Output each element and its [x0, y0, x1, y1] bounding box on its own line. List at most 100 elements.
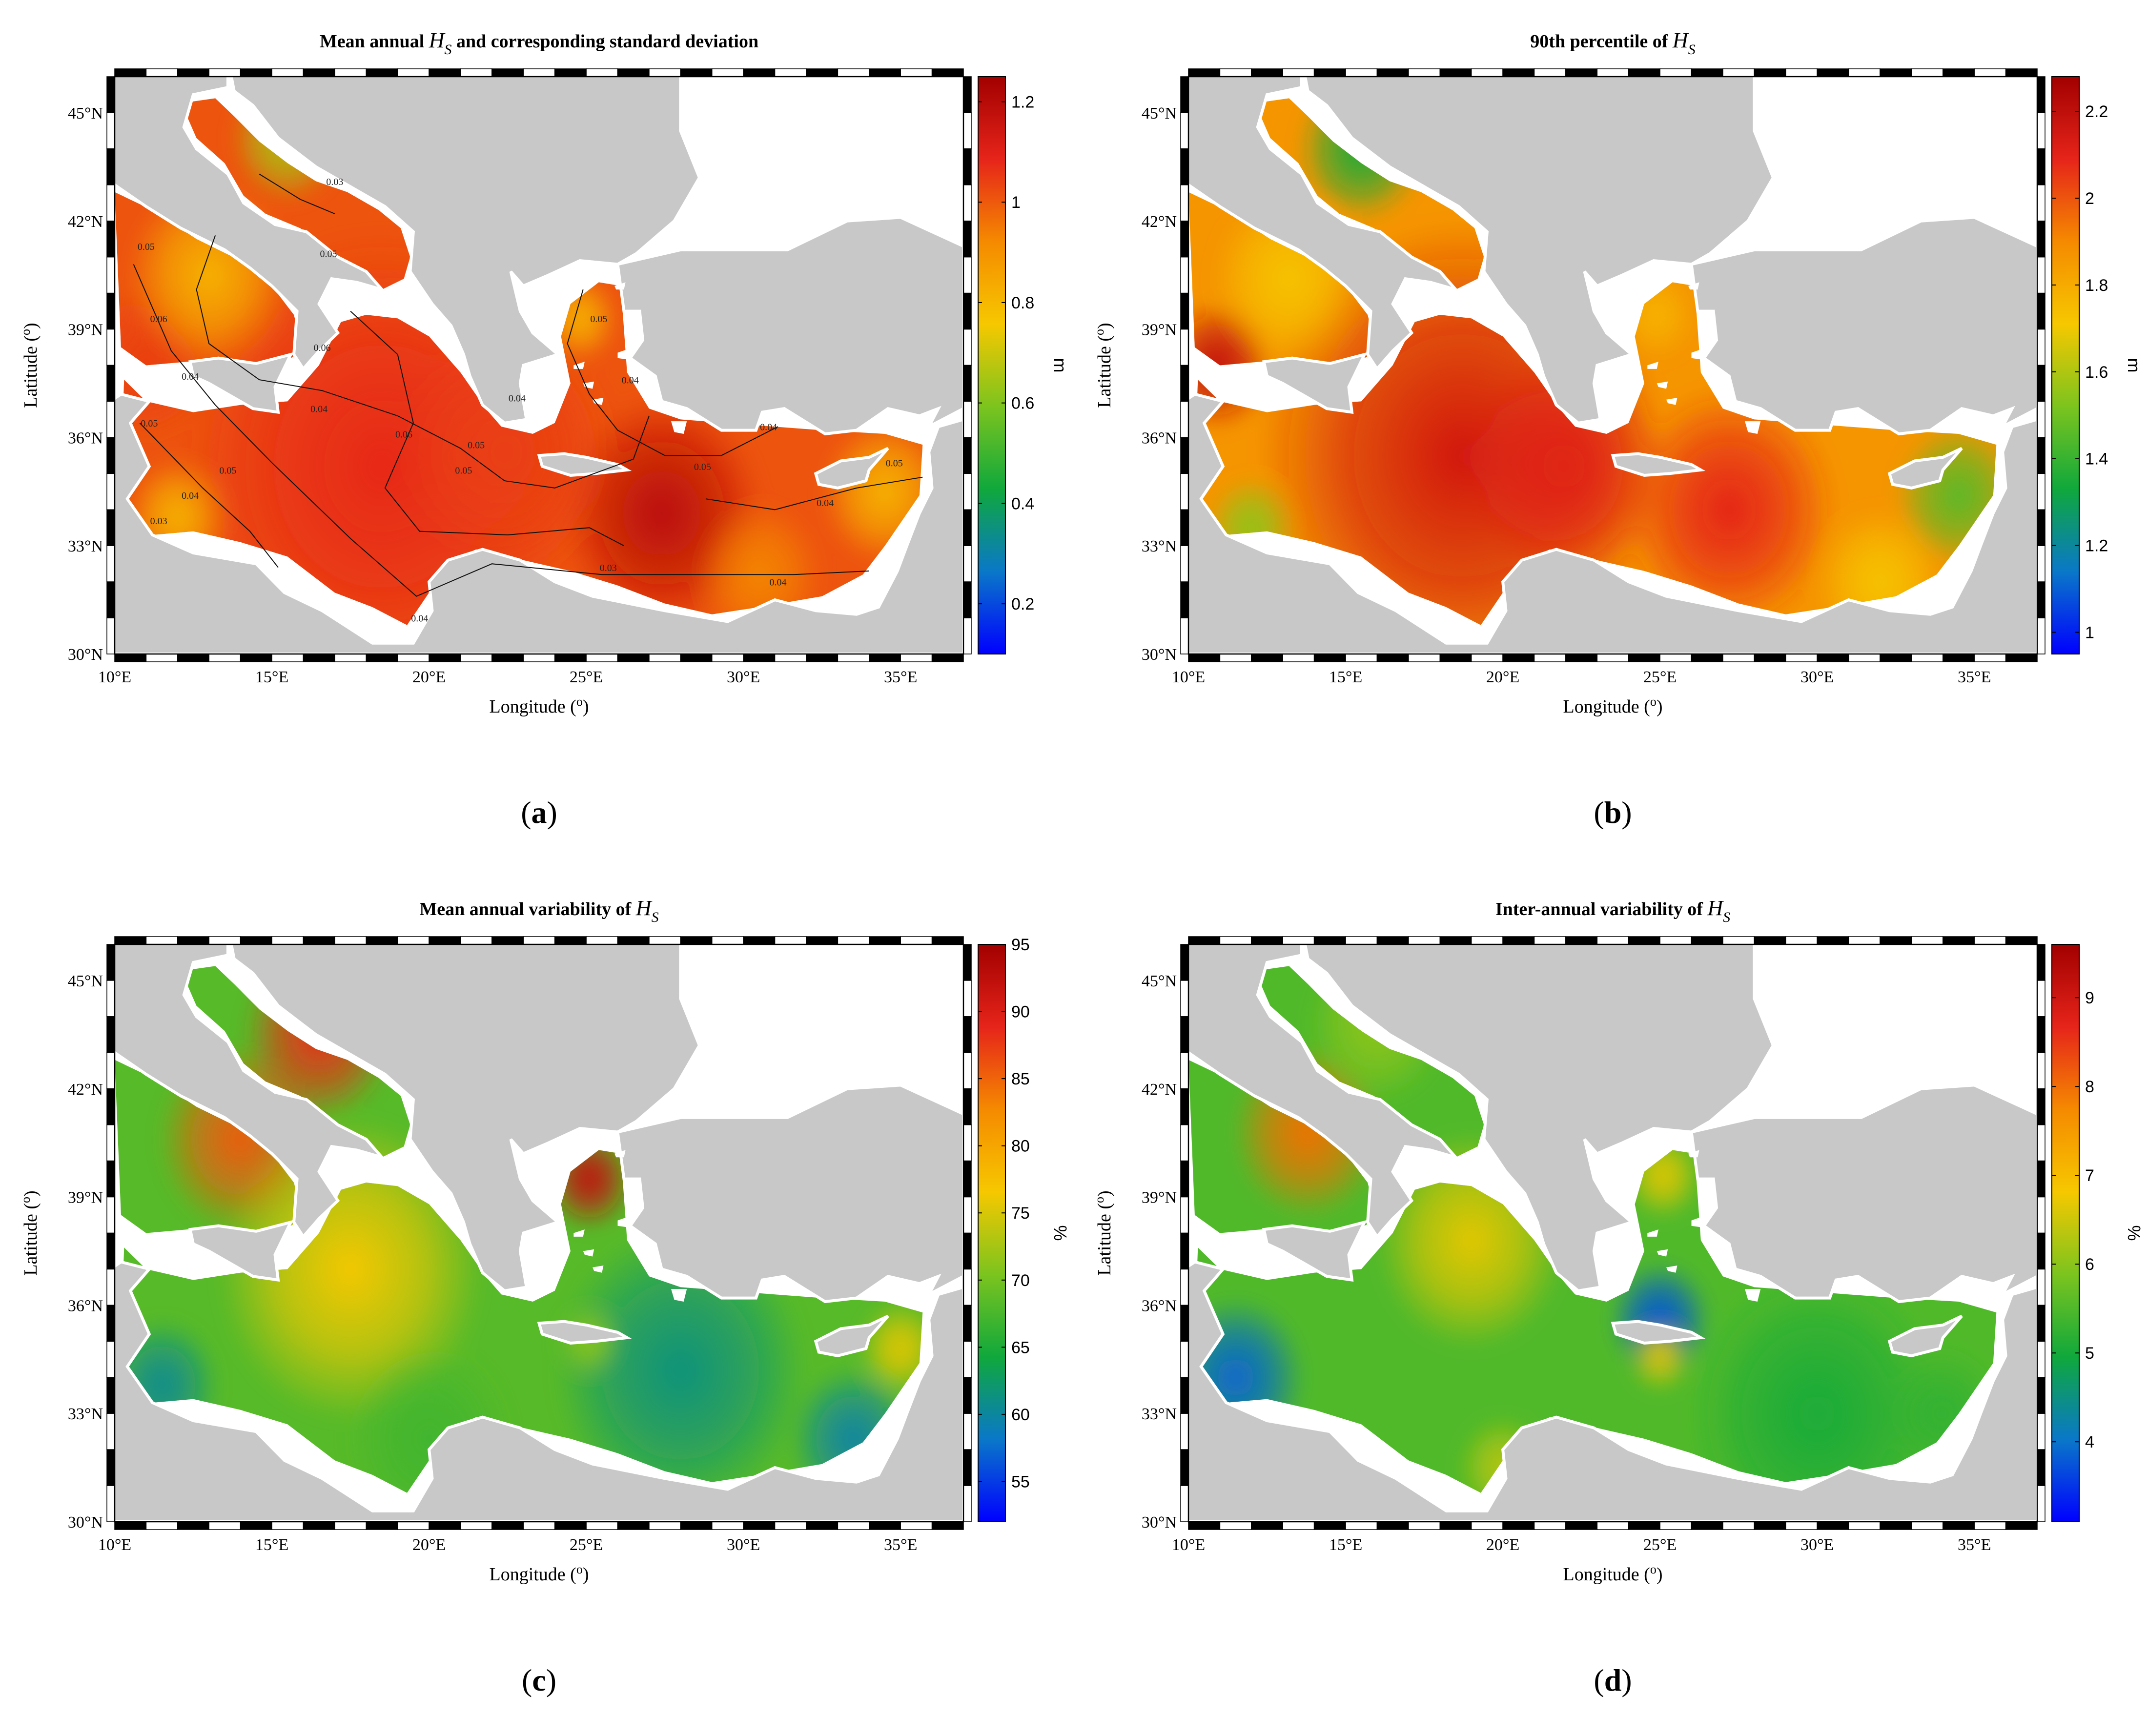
x-tick-label: 35°E [884, 1536, 917, 1554]
small-island [617, 347, 634, 360]
x-tick-label: 10°E [98, 1536, 131, 1554]
x-axis-label: Longitude (o) [489, 694, 589, 717]
x-axis-label: Longitude (o) [1563, 694, 1662, 717]
contour-line [567, 289, 778, 456]
x-tick-label: 25°E [570, 668, 603, 686]
y-tick-label: 30°N [1142, 646, 1177, 664]
y-tick-label: 42°N [68, 213, 103, 231]
x-tick-label: 25°E [1643, 668, 1677, 686]
colorbar-unit: % [1050, 1225, 1070, 1241]
y-tick-label: 42°N [68, 1081, 103, 1099]
landmass [616, 216, 963, 436]
island [537, 1320, 632, 1345]
colorbar-tick-label: 75 [1011, 1204, 1030, 1223]
contour-label: 0.04 [182, 490, 199, 501]
y-tick-label: 33°N [1142, 1405, 1177, 1423]
small-island [1691, 1215, 1707, 1228]
colorbar-tick-label: 1.6 [2085, 363, 2108, 382]
map-figure-c: 10°E 15°E 20°E 25°E 30°E 35°E 30°N 33°N 36°N 39°N… [19, 896, 1070, 1697]
island [1262, 352, 1368, 414]
field-blob [1622, 387, 1836, 625]
y-tick-label: 39°N [68, 1189, 103, 1207]
land [115, 944, 963, 1522]
y-tick-label: 42°N [1142, 1081, 1177, 1099]
y-tick-label: 36°N [1142, 1297, 1177, 1315]
small-island [573, 1229, 585, 1237]
panel-a: 0.05 0.06 0.04 0.05 0.06 0.05 0.06 0.05 0.04 0.05… [0, 0, 1074, 868]
y-tick-label: 36°N [1142, 429, 1177, 447]
contour-label: 0.04 [622, 375, 639, 386]
x-tick-label: 30°E [1800, 1536, 1834, 1554]
small-island [1688, 1150, 1699, 1158]
colorbar [2051, 76, 2080, 654]
x-tick-label: 25°E [1643, 1536, 1677, 1554]
small-island [614, 282, 626, 290]
panel-label: (c) [522, 1663, 556, 1697]
colorbar-tick-label: 70 [1011, 1271, 1030, 1290]
contour-label: 0.04 [769, 577, 786, 588]
colorbar [2051, 944, 2080, 1522]
y-tick-label: 36°N [68, 429, 103, 447]
colorbar-tick-label: 65 [1011, 1338, 1030, 1357]
x-tick-label: 20°E [412, 1536, 446, 1554]
small-island [617, 1215, 634, 1228]
island [1611, 452, 1706, 477]
x-tick-label: 15°E [1329, 1536, 1362, 1554]
landmass [1303, 944, 1775, 1292]
landmass [616, 1083, 963, 1304]
panel-title: 90th percentile of HS [1530, 28, 1695, 58]
black-sea [1754, 77, 2037, 250]
y-tick-label: 39°N [1142, 1189, 1177, 1207]
landmass [1690, 1083, 2037, 1304]
contour-label: 0.05 [138, 242, 155, 252]
small-island [614, 1150, 626, 1158]
contour-label: 0.04 [817, 498, 834, 509]
y-tick-label: 45°N [68, 104, 103, 123]
colorbar-unit: m [1050, 358, 1070, 373]
colorbar-tick-label: 2.2 [2085, 102, 2108, 121]
colorbar-unit: m [2124, 358, 2144, 373]
contour-line [259, 173, 335, 214]
contour-line [133, 264, 869, 597]
landmass [115, 1260, 963, 1522]
contour-line [139, 423, 279, 568]
island [188, 1220, 294, 1282]
small-island [1745, 421, 1761, 434]
landmass [58, 250, 108, 333]
colorbar-tick-label: 0.2 [1011, 595, 1034, 613]
contour-label: 0.06 [395, 429, 412, 440]
colorbar-tick-label: 90 [1011, 1003, 1030, 1021]
landmass [1303, 77, 1775, 425]
small-island [1647, 1229, 1658, 1237]
y-axis-label: Latitude (o) [1092, 1190, 1115, 1275]
small-island [1745, 1289, 1761, 1302]
y-tick-label: 36°N [68, 1297, 103, 1315]
x-tick-label: 15°E [1329, 668, 1362, 686]
landmass [1188, 1260, 2037, 1522]
panel-title: Inter-annual variability of HS [1495, 896, 1730, 925]
x-tick-label: 30°E [1800, 668, 1834, 686]
map-frame [106, 68, 972, 662]
y-axis-label: Latitude (o) [1092, 323, 1115, 408]
y-tick-label: 33°N [68, 1405, 103, 1423]
contour-line [705, 476, 923, 511]
island [1887, 1314, 1963, 1357]
y-tick-label: 45°N [1142, 104, 1177, 123]
y-tick-label: 30°N [1142, 1513, 1177, 1532]
colorbar-tick-label: 4 [2085, 1433, 2094, 1451]
colorbar [978, 944, 1006, 1522]
colorbar-tick-label: 55 [1011, 1472, 1030, 1491]
x-tick-label: 10°E [1172, 668, 1205, 686]
island [1887, 447, 1963, 490]
contour-line [196, 235, 650, 489]
colorbar-tick-label: 7 [2085, 1166, 2094, 1185]
x-tick-label: 10°E [98, 668, 131, 686]
x-axis-label: Longitude (o) [1563, 1562, 1662, 1585]
panel-label: (d) [1594, 1663, 1632, 1697]
contour-label: 0.05 [886, 458, 903, 469]
y-axis-label: Latitude (o) [19, 323, 41, 408]
x-tick-label: 35°E [1958, 668, 1991, 686]
contour-label: 0.05 [590, 314, 607, 325]
colorbar-unit: % [2124, 1225, 2144, 1241]
contour-label: 0.04 [310, 404, 327, 415]
